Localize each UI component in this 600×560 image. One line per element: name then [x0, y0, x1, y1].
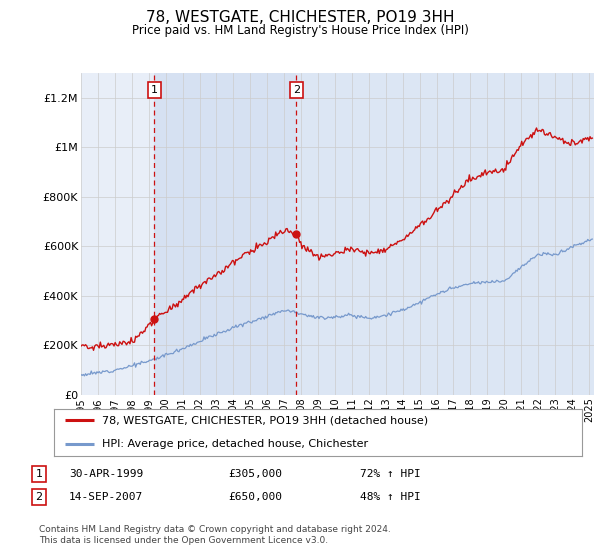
Bar	[296, 73, 600, 395]
Text: £650,000: £650,000	[228, 492, 282, 502]
Text: HPI: Average price, detached house, Chichester: HPI: Average price, detached house, Chic…	[101, 439, 368, 449]
Text: Contains HM Land Registry data © Crown copyright and database right 2024.
This d: Contains HM Land Registry data © Crown c…	[39, 525, 391, 545]
Text: 1: 1	[35, 469, 43, 479]
Text: 14-SEP-2007: 14-SEP-2007	[69, 492, 143, 502]
Text: 2: 2	[35, 492, 43, 502]
Text: 72% ↑ HPI: 72% ↑ HPI	[360, 469, 421, 479]
Text: Price paid vs. HM Land Registry's House Price Index (HPI): Price paid vs. HM Land Registry's House …	[131, 24, 469, 36]
Bar	[154, 73, 296, 395]
Text: 78, WESTGATE, CHICHESTER, PO19 3HH: 78, WESTGATE, CHICHESTER, PO19 3HH	[146, 10, 454, 25]
Text: 30-APR-1999: 30-APR-1999	[69, 469, 143, 479]
Text: 2: 2	[293, 85, 300, 95]
Text: 1: 1	[151, 85, 158, 95]
Text: 48% ↑ HPI: 48% ↑ HPI	[360, 492, 421, 502]
Text: £305,000: £305,000	[228, 469, 282, 479]
Text: 78, WESTGATE, CHICHESTER, PO19 3HH (detached house): 78, WESTGATE, CHICHESTER, PO19 3HH (deta…	[101, 415, 428, 425]
